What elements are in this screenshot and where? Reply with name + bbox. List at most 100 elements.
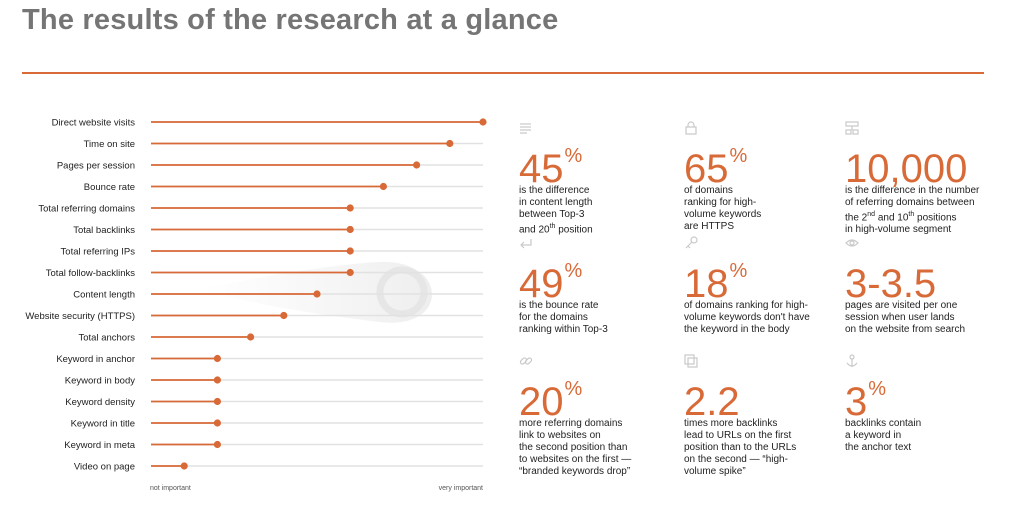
stat-description-line: a keyword in [845,430,902,441]
stat-value: 3-3.5 [845,262,937,306]
chart-row: Keyword density [65,397,483,408]
stat-description-line: of referring domains between [845,197,975,208]
stat-value: 3% [845,378,887,424]
document-lines-icon [519,121,533,135]
chart-row: Content length [73,290,483,301]
category-label: Keyword density [65,397,135,408]
chart-row: Total referring IPs [61,247,483,258]
chart-row: Direct website visits [52,118,487,129]
sitemap-icon [845,121,859,135]
title: The results of the research at a glance [22,4,559,36]
chart-row: Website security (HTTPS) [25,311,483,322]
stat-description-line: volume keywords don't have [684,312,810,323]
stat-value: 10,000 [845,147,968,191]
stat-description-line: for the domains [519,312,588,323]
stat-description-line: and 20th position [519,223,593,236]
importance-dot [346,268,354,277]
chart-row: Bounce rate [84,182,483,193]
category-label: Bounce rate [84,182,135,193]
stat-description: is the difference in the number of referr… [845,185,979,236]
importance-dot [213,354,221,363]
stat-description-line: more referring domains [519,418,623,429]
importance-dot [213,419,221,427]
importance-dot [213,376,221,384]
category-label: Pages per session [57,161,135,172]
importance-dot [446,139,454,148]
stat-description: of domains ranking for high-volume keywo… [684,300,810,336]
stat-value: 49% [519,260,583,306]
chart-row: Video on page [74,462,483,473]
importance-dot [313,290,321,298]
return-arrow-icon [519,236,533,250]
pages-icon [684,354,698,368]
chart-row: Total anchors [78,333,483,344]
scale-label-high: very important [439,485,483,492]
chart-row: Pages per session [57,161,483,172]
category-label: Keyword in body [65,376,135,387]
category-label: Time on site [84,139,135,150]
category-label: Total anchors [78,333,135,344]
category-label: Keyword in anchor [56,354,135,365]
stat-description: more referring domains link to websites o… [519,418,631,478]
category-label: Keyword in meta [64,440,135,451]
stat-description: of domains ranking for high-volume keywor… [684,185,761,233]
category-label: Total backlinks [73,225,135,236]
stat-description-line: in high-volume segment [845,224,952,236]
stat-value: 65% [684,145,748,191]
category-label: Video on page [74,462,135,473]
chart-row: Total follow-backlinks [46,268,483,279]
category-label: Content length [73,290,135,301]
stat-description-line: is the difference in the number [845,185,980,196]
key-icon [684,236,698,250]
stat-description-line: is the difference [519,185,590,196]
importance-chart: Direct website visits Time on site Pages p… [25,118,487,492]
category-label: Total referring IPs [61,247,136,258]
stat-description-line: lead to URLs on the first [684,430,792,441]
chart-row: Time on site [84,139,483,150]
stat-description-line: the keyword in the body [684,324,790,335]
lock-icon [684,121,698,135]
stat-description-line: times more backlinks [684,418,778,429]
stat-description-line: in content length [519,197,593,208]
stat-description-line: link to websites on [519,430,601,441]
importance-dot [213,397,221,406]
stat-description-line: pages are visited per one [845,300,958,311]
importance-dot [413,161,421,169]
stat-description-line: the second position than [519,442,628,453]
stat-description: backlinks contain a keyword in the anchor … [845,418,921,454]
stat-description-line: ranking for high- [684,197,757,208]
stat-description-line: volume spike” [684,466,746,477]
importance-dot [346,247,354,255]
stat-value: 45% [519,145,583,191]
importance-dot [213,440,221,449]
anchor-icon [845,354,859,368]
chart-row: Keyword in anchor [56,354,483,365]
importance-dot [247,333,255,341]
importance-dot [346,225,354,234]
stat-description: pages are visited per one session when us… [845,300,965,336]
stat-value: 2.2 [684,380,740,424]
category-label: Total referring domains [38,204,135,215]
category-label: Direct website visits [52,118,136,129]
stat-description-line: on the website from search [845,324,966,335]
stat-description-line: position than to the URLs [684,442,797,453]
importance-dot [280,311,288,320]
category-label: Website security (HTTPS) [25,311,135,322]
stat-description: is the bounce rate for the domains ranking… [519,300,608,336]
importance-dot [180,462,188,470]
stat-description-line: are HTTPS [684,221,735,232]
title-divider [22,72,984,74]
stat-description: times more backlinks lead to URLs on the … [684,418,796,478]
stat-description-line: of domains ranking for high- [684,300,808,311]
importance-dot [379,182,387,191]
stat-description-line: backlinks contain [845,418,922,429]
importance-dot [479,118,487,126]
chart-row: Keyword in body [65,376,483,387]
link-icon [519,354,533,368]
stat-description-line: the anchor text [845,442,912,453]
stat-description-line: on the second — “high- [684,454,788,465]
stat-value: 20% [519,378,583,424]
stat-description: is the difference in content length betwee… [519,185,593,236]
chart-row: Total referring domains [38,204,483,215]
stat-description-line: session when user lands [845,312,955,323]
